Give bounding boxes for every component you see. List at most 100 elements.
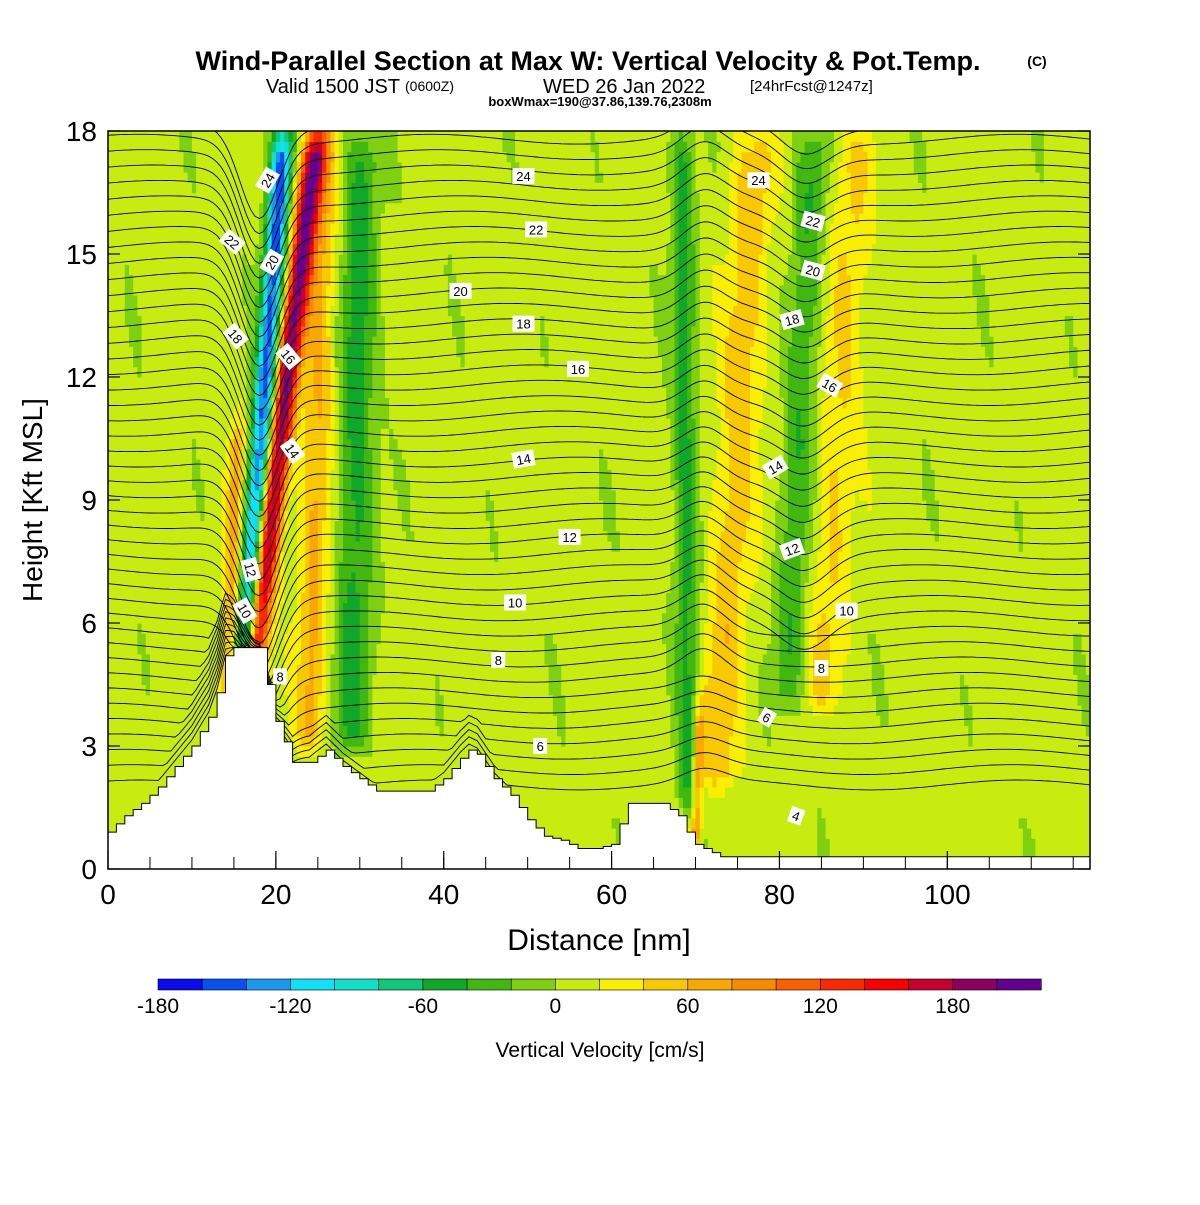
field-cell — [708, 571, 718, 583]
field-cell — [330, 161, 336, 173]
field-cell — [783, 151, 793, 163]
field-cell — [829, 264, 839, 276]
theta-label-text: 12 — [783, 540, 802, 559]
field-cell — [284, 172, 290, 183]
field-cell — [796, 305, 814, 317]
field-cell — [729, 202, 739, 214]
field-cell — [846, 397, 864, 409]
field-cell — [305, 172, 311, 183]
field-cell — [305, 274, 311, 286]
theta-label: 12 — [778, 537, 806, 561]
field-cell — [309, 623, 319, 634]
field-cell — [703, 131, 718, 142]
field-cell — [250, 633, 256, 645]
field-cell — [250, 397, 256, 409]
field-cell — [716, 571, 739, 583]
field-cell — [674, 377, 680, 388]
field-cell — [313, 202, 319, 214]
field-cell — [322, 387, 332, 399]
field-cell — [363, 479, 373, 491]
field-cell — [699, 612, 709, 624]
field-cell — [384, 582, 671, 593]
field-cell — [338, 254, 348, 265]
field-cell — [867, 500, 873, 511]
field-cell — [225, 623, 235, 634]
field-cell — [813, 305, 823, 317]
field-cell — [699, 387, 718, 399]
field-cell — [968, 725, 974, 737]
field-cell — [275, 500, 281, 511]
field-cell — [720, 428, 730, 440]
field-cell — [305, 705, 315, 716]
field-cell — [313, 274, 319, 286]
field-cell — [196, 489, 206, 501]
theta-label-bg — [800, 259, 826, 281]
field-cell — [191, 131, 264, 142]
field-cell — [821, 469, 831, 481]
field-cell — [808, 643, 814, 655]
field-cell — [238, 479, 243, 491]
field-cell — [674, 336, 680, 347]
field-cell — [691, 397, 701, 409]
field-cell — [305, 182, 315, 194]
field-cell — [758, 438, 785, 450]
field-cell — [670, 571, 680, 583]
field-cell — [326, 172, 332, 183]
theta-label-bg — [279, 437, 306, 465]
field-cell — [233, 571, 239, 583]
field-cell — [758, 561, 772, 573]
field-cell — [590, 141, 600, 153]
field-cell — [834, 705, 877, 716]
field-cell — [380, 428, 390, 440]
field-cell — [729, 161, 743, 173]
field-cell — [964, 674, 1079, 686]
field-cell — [729, 315, 760, 327]
field-cell — [745, 694, 760, 706]
field-cell — [817, 233, 827, 245]
field-cell — [108, 510, 201, 522]
theta-label-text: 6 — [537, 739, 544, 754]
field-cell — [259, 469, 264, 481]
field-cell — [762, 725, 772, 737]
field-cell — [498, 541, 613, 552]
field-cell — [699, 233, 730, 245]
theta-contour — [108, 364, 1090, 472]
colorbar-label: Vertical Velocity [cm/s] — [496, 1039, 705, 1062]
field-cell — [267, 346, 273, 358]
field-cell — [850, 633, 869, 645]
field-cell — [699, 479, 713, 491]
field-cell — [804, 438, 810, 450]
field-cell — [108, 182, 193, 194]
field-cell — [682, 479, 692, 491]
theta-label-text: 14 — [515, 451, 532, 468]
field-cell — [191, 479, 206, 491]
field-cell — [796, 418, 802, 429]
field-cell — [250, 459, 256, 470]
field-cell — [301, 336, 306, 347]
field-cell — [221, 561, 227, 573]
field-cell — [708, 612, 718, 624]
field-cell — [363, 438, 369, 450]
field-cell — [691, 366, 701, 378]
field-cell — [674, 151, 680, 163]
field-cell — [263, 387, 269, 399]
field-cell — [296, 541, 306, 552]
field-cell — [246, 254, 256, 265]
field-cell — [309, 582, 319, 593]
field-cell — [246, 592, 252, 604]
field-cell — [280, 243, 285, 255]
field-cell — [363, 407, 369, 419]
field-cell — [687, 592, 697, 604]
field-cell — [280, 551, 285, 563]
field-cell — [305, 315, 311, 327]
field-cell — [334, 254, 340, 265]
field-cell — [758, 694, 802, 706]
field-cell — [871, 489, 923, 501]
field-cell — [292, 192, 298, 204]
field-cell — [372, 715, 436, 727]
field-cell — [250, 510, 256, 522]
field-cell — [758, 284, 768, 296]
field-cell — [254, 305, 260, 317]
field-cell — [926, 438, 1090, 450]
field-cell — [338, 582, 348, 593]
